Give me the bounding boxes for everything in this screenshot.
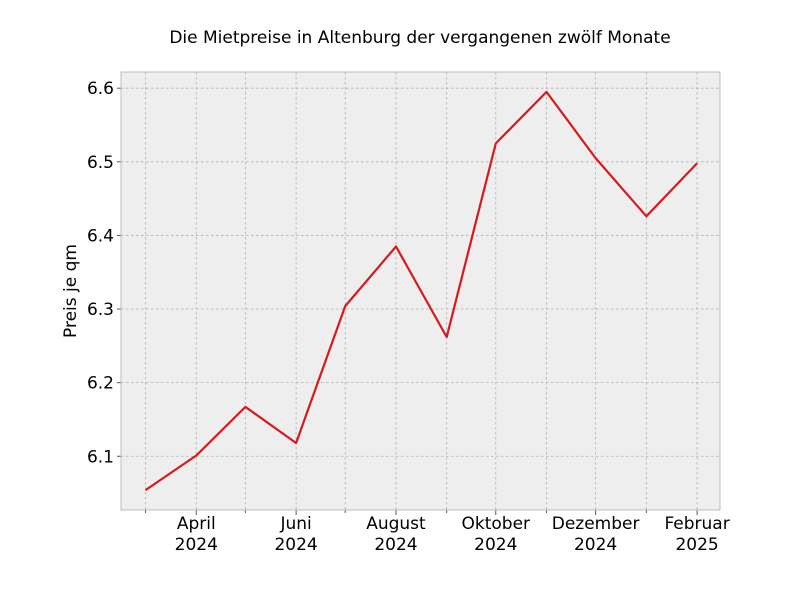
plot-frame <box>120 71 721 511</box>
x-tick-label-year: 2024 <box>274 535 317 555</box>
y-tick-label: 6.5 <box>87 153 114 173</box>
x-tick-label: Juni <box>279 514 311 534</box>
x-tick-label-year: 2024 <box>374 535 417 555</box>
x-tick-label: Dezember <box>552 514 640 534</box>
y-tick-label: 6.1 <box>87 447 114 467</box>
y-tick-label: 6.2 <box>87 374 114 394</box>
x-tick-label: August <box>366 514 426 534</box>
x-tick-label: April <box>177 514 216 534</box>
x-tick-label-year: 2024 <box>175 535 218 555</box>
series-line <box>144 90 698 492</box>
y-axis: 6.1 6.2 6.3 6.4 6.5 6.6 <box>87 79 121 467</box>
y-axis-label: Preis je qm <box>61 244 81 338</box>
y-tick-label: 6.4 <box>87 226 114 246</box>
x-tick-label-year: 2025 <box>675 535 718 555</box>
x-tick-label: Oktober <box>462 514 531 534</box>
y-tick-label: 6.6 <box>87 79 114 99</box>
x-tick-label-year: 2024 <box>474 535 517 555</box>
x-tick-label: Februar <box>664 514 729 534</box>
x-axis: April2024Juni2024August2024Oktober2024De… <box>145 510 730 555</box>
chart-title: Die Mietpreise in Altenburg der vergange… <box>169 28 670 48</box>
series-group <box>144 90 698 492</box>
x-tick-label-year: 2024 <box>574 535 617 555</box>
y-tick-label: 6.3 <box>87 300 114 320</box>
x-grid <box>145 72 698 510</box>
